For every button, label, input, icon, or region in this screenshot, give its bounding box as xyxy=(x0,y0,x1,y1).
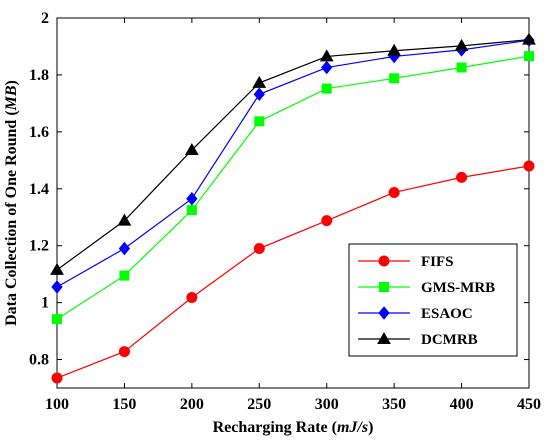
y-tick-label: 1.6 xyxy=(29,124,49,141)
data-point-esaoc xyxy=(186,191,198,206)
data-point-esaoc xyxy=(253,87,265,102)
x-tick-label: 450 xyxy=(517,396,541,413)
data-point-fifs xyxy=(186,291,198,303)
data-point-gms-mrb xyxy=(186,205,197,216)
data-point-fifs xyxy=(321,215,333,227)
x-tick-label: 350 xyxy=(382,396,406,413)
x-tick-label: 300 xyxy=(315,396,339,413)
legend-label-dcmrb: DCMRB xyxy=(421,332,478,348)
y-tick-label: 1.4 xyxy=(29,181,49,198)
y-tick-label: 1 xyxy=(41,295,49,312)
data-point-gms-mrb xyxy=(389,73,400,84)
y-axis-ticks: 0.8 1 1.2 1.4 1.6 1.8 2 xyxy=(29,10,529,369)
legend-marker-dcmrb xyxy=(377,331,391,344)
data-point-gms-mrb xyxy=(456,62,467,73)
data-point-fifs xyxy=(388,186,400,198)
data-point-dcmrb xyxy=(522,32,536,45)
x-tick-label: 100 xyxy=(45,396,69,413)
data-point-dcmrb xyxy=(184,143,199,156)
legend-items: FIFS GMS-MRB ESAOC DCMRB xyxy=(358,254,495,348)
x-tick-label: 150 xyxy=(112,396,136,413)
legend-marker-fifs xyxy=(378,255,390,267)
x-axis-title: Recharging Rate (mJ/s) xyxy=(213,419,374,436)
series-line-esaoc xyxy=(56,39,530,288)
data-point-fifs xyxy=(456,171,468,183)
data-point-dcmrb xyxy=(252,75,267,88)
data-point-esaoc xyxy=(321,60,333,75)
data-point-dcmrb xyxy=(387,43,402,56)
data-point-gms-mrb xyxy=(52,314,62,325)
series-layer xyxy=(50,32,536,384)
legend-label-gms-mrb: GMS-MRB xyxy=(421,280,495,296)
data-point-dcmrb xyxy=(117,213,132,226)
x-axis-ticks: 100 150 200 250 300 350 400 450 xyxy=(45,18,541,413)
data-point-dcmrb xyxy=(454,38,469,51)
x-tick-label: 400 xyxy=(450,396,474,413)
data-point-fifs xyxy=(523,160,535,172)
data-point-gms-mrb xyxy=(321,83,332,94)
data-point-fifs xyxy=(51,372,63,384)
data-point-fifs xyxy=(118,346,130,358)
legend-marker-gms-mrb xyxy=(379,282,389,292)
data-point-dcmrb xyxy=(319,49,334,62)
legend-box xyxy=(348,243,518,357)
y-tick-label: 0.8 xyxy=(29,352,49,369)
y-tick-label: 2 xyxy=(41,10,49,27)
data-point-dcmrb xyxy=(50,262,64,275)
data-point-esaoc xyxy=(51,280,63,294)
x-tick-label: 200 xyxy=(180,396,204,413)
legend-label-esaoc: ESAOC xyxy=(421,306,473,322)
data-point-gms-mrb xyxy=(524,51,534,62)
series-line-dcmrb xyxy=(56,39,530,271)
y-tick-label: 1.2 xyxy=(29,238,49,255)
legend-label-fifs: FIFS xyxy=(421,254,454,270)
x-tick-label: 250 xyxy=(247,396,271,413)
legend-marker-esaoc xyxy=(378,306,390,320)
y-tick-label: 1.8 xyxy=(29,67,49,84)
data-point-gms-mrb xyxy=(254,116,265,127)
data-point-fifs xyxy=(253,243,265,255)
data-point-gms-mrb xyxy=(119,270,130,281)
legend: FIFS GMS-MRB ESAOC DCMRB xyxy=(348,243,518,357)
y-axis-title: Data Collection of One Round (MB) xyxy=(3,80,20,326)
series-line-fifs xyxy=(56,165,530,379)
data-point-esaoc xyxy=(118,241,131,256)
series-line-gms-mrb xyxy=(56,55,530,320)
